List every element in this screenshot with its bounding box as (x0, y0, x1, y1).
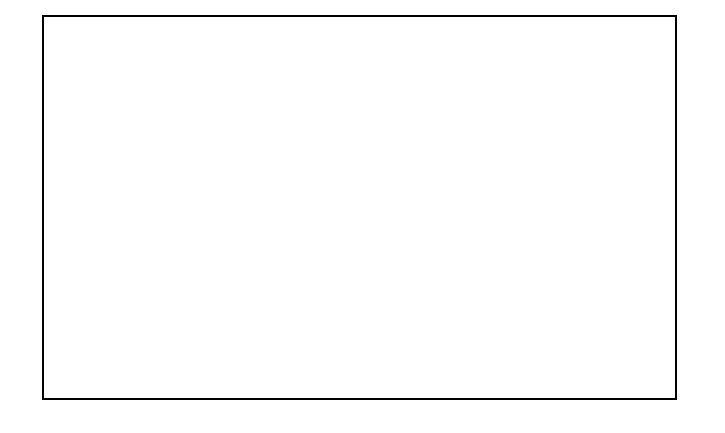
left-axis-label-units (6, 208, 23, 212)
left-axis-label (6, 95, 24, 325)
plot-area (42, 15, 677, 400)
